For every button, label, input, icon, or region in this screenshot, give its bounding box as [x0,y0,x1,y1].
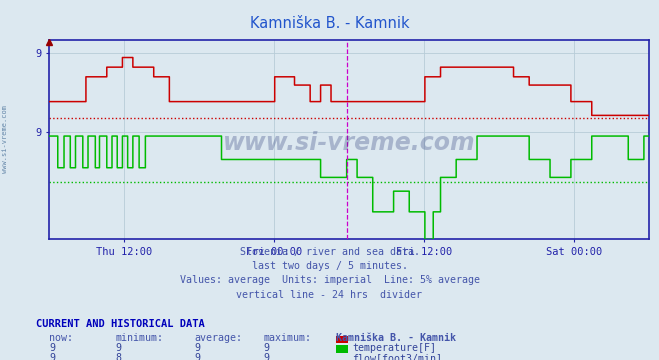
Text: 9: 9 [264,343,270,353]
Text: www.si-vreme.com: www.si-vreme.com [223,131,476,156]
Text: minimum:: minimum: [115,333,163,343]
Text: 9: 9 [194,343,200,353]
Text: temperature[F]: temperature[F] [353,343,436,353]
Text: CURRENT AND HISTORICAL DATA: CURRENT AND HISTORICAL DATA [36,319,205,329]
Text: 9: 9 [49,343,55,353]
Text: Kamniška B. - Kamnik: Kamniška B. - Kamnik [250,16,409,31]
Text: www.si-vreme.com: www.si-vreme.com [2,105,9,172]
Text: 9: 9 [194,353,200,360]
Text: flow[foot3/min]: flow[foot3/min] [353,353,443,360]
Text: 9: 9 [49,353,55,360]
Text: Slovenia / river and sea data.
last two days / 5 minutes.
Values: average  Units: Slovenia / river and sea data. last two … [179,247,480,300]
Text: average:: average: [194,333,243,343]
Text: Kamniška B. - Kamnik: Kamniška B. - Kamnik [336,333,456,343]
Text: now:: now: [49,333,73,343]
Text: maximum:: maximum: [264,333,312,343]
Text: 9: 9 [115,343,121,353]
Text: 9: 9 [264,353,270,360]
Text: 8: 8 [115,353,121,360]
